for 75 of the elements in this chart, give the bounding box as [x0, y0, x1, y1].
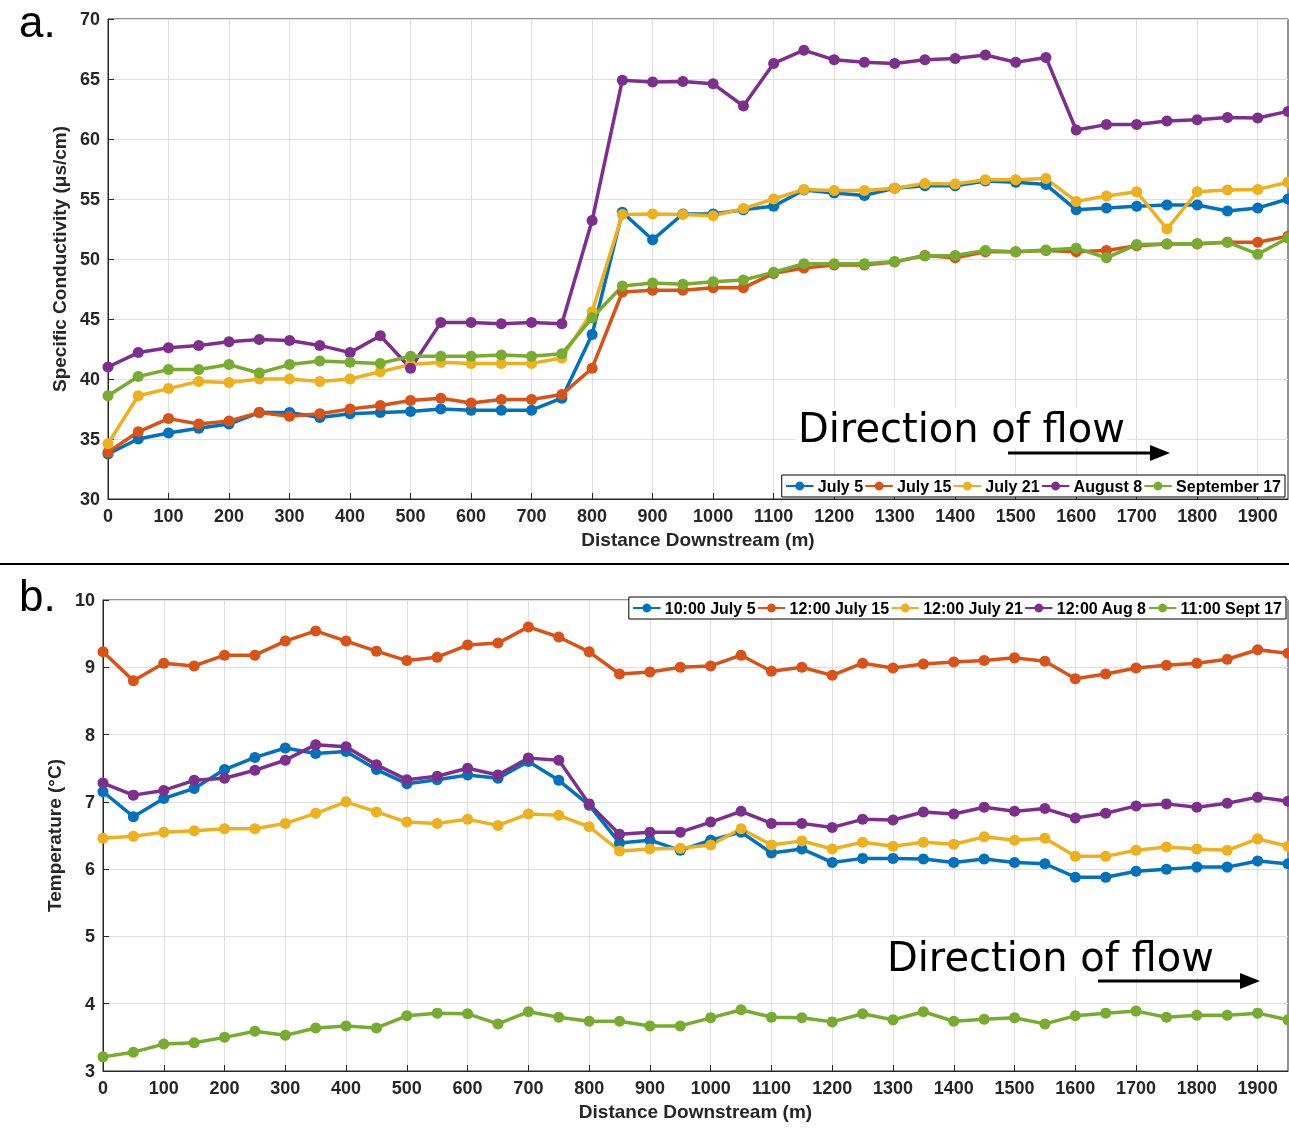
y-tick-label: 40 [79, 369, 100, 389]
y-axis-title: Temperature (°C) [44, 759, 66, 912]
legend-label: 11:00 Sept 17 [1180, 599, 1283, 617]
y-tick-label: 9 [84, 657, 95, 678]
x-tick-label: 600 [456, 506, 487, 526]
x-tick-label: 100 [148, 1078, 179, 1098]
x-tick-label: 1400 [933, 1078, 974, 1098]
chart-title: a. [19, 0, 56, 46]
y-tick-label: 70 [79, 9, 100, 29]
x-tick-label: 0 [97, 1078, 109, 1098]
x-tick-label: 300 [270, 1078, 301, 1098]
x-tick-label: 1600 [1056, 506, 1097, 526]
x-tick-label: 1300 [874, 506, 915, 526]
x-tick-label: 1700 [1116, 506, 1157, 526]
legend-label: 10:00 July 5 [664, 599, 756, 617]
y-tick-label: 5 [84, 926, 95, 947]
y-tick-label: 3 [84, 1061, 95, 1081]
y-axis-title: Specific Conductivity (μs/cm) [49, 125, 71, 393]
y-tick-label: 50 [79, 249, 100, 269]
x-tick-label: 1200 [814, 506, 855, 526]
x-tick-label: 1700 [1116, 1078, 1157, 1098]
chart-title: b. [19, 570, 56, 620]
legend-label: 12:00 July 15 [789, 599, 890, 617]
x-tick-label: 900 [637, 506, 668, 526]
x-tick-label: 1300 [872, 1078, 914, 1098]
x-tick-label: 800 [574, 1078, 605, 1098]
x-tick-label: 1900 [1237, 506, 1278, 526]
x-axis-title: Distance Downstream (m) [581, 528, 815, 550]
x-tick-label: 100 [153, 506, 184, 526]
x-tick-label: 700 [513, 1078, 544, 1098]
y-tick-label: 65 [79, 69, 100, 89]
annotation: Direction of flow [886, 934, 1215, 980]
x-tick-label: 0 [102, 506, 114, 526]
x-tick-label: 800 [577, 506, 608, 526]
x-tick-label: 700 [516, 506, 547, 526]
x-tick-label: 1200 [812, 1078, 853, 1098]
y-tick-label: 30 [79, 489, 100, 509]
x-tick-label: 1800 [1177, 506, 1218, 526]
x-tick-label: 600 [452, 1078, 483, 1098]
x-tick-label: 200 [214, 506, 245, 526]
y-tick-label: 4 [84, 993, 95, 1014]
x-tick-label: 1400 [935, 506, 976, 526]
x-tick-label: 500 [395, 506, 426, 526]
y-tick-label: 7 [84, 791, 95, 812]
y-tick-label: 45 [79, 309, 100, 329]
x-tick-label: 1800 [1176, 1078, 1217, 1098]
x-tick-label: 1900 [1237, 1078, 1278, 1098]
x-tick-label: 200 [209, 1078, 240, 1098]
x-tick-label: 1100 [751, 1078, 791, 1098]
y-tick-label: 60 [79, 129, 100, 149]
legend-label: 12:00 Aug 8 [1056, 599, 1147, 617]
x-tick-label: 1000 [690, 1078, 731, 1098]
x-tick-label: 1600 [1055, 1078, 1096, 1098]
x-tick-label: 1500 [995, 506, 1036, 526]
x-tick-label: 500 [391, 1078, 422, 1098]
x-axis-title: Distance Downstream (m) [578, 1100, 813, 1122]
legend-label: July 21 [985, 477, 1040, 495]
legend-label: July 15 [897, 477, 952, 495]
x-tick-label: 1500 [994, 1078, 1035, 1098]
y-tick-label: 6 [84, 859, 95, 880]
x-tick-label: 400 [335, 506, 366, 526]
x-tick-label: 300 [274, 506, 305, 526]
y-tick-label: 35 [79, 429, 100, 449]
legend-label: July 5 [817, 477, 864, 495]
x-tick-label: 1100 [754, 506, 794, 526]
y-tick-label: 8 [84, 724, 95, 745]
annotation: Direction of flow [797, 405, 1126, 451]
legend-label: 12:00 July 21 [923, 599, 1023, 617]
x-tick-label: 1000 [693, 506, 734, 526]
x-tick-label: 900 [634, 1078, 665, 1098]
y-tick-label: 10 [74, 590, 95, 610]
legend-label: September 17 [1176, 477, 1282, 495]
y-tick-label: 55 [79, 189, 100, 209]
legend-label: August 8 [1073, 477, 1143, 495]
x-tick-label: 400 [331, 1078, 362, 1098]
